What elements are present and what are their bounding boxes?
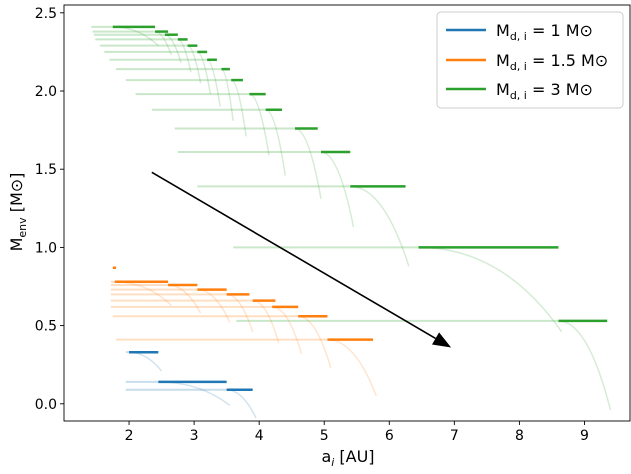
x-tick-label: 8 [515, 428, 524, 444]
arrow-head [432, 332, 452, 348]
x-tick-label: 4 [255, 428, 264, 444]
x-axis-label: ai [AU] [321, 447, 374, 469]
x-tick-label: 2 [125, 428, 134, 444]
plot-frame [63, 4, 631, 422]
legend-label-2: Md, i = 1.5 M⊙ [496, 51, 608, 73]
x-tick-label: 6 [385, 428, 394, 444]
y-axis-ticks: 0.0 0.5 1.0 1.5 2.0 2.5 [35, 6, 64, 413]
x-tick-label: 9 [580, 428, 589, 444]
x-axis-ticks: 2 3 4 5 6 7 8 9 [125, 421, 589, 444]
x-tick-label: 5 [320, 428, 329, 444]
y-axis-label: Menv [M⊙] [7, 173, 29, 252]
x-tick-label: 3 [190, 428, 199, 444]
x-tick-label: 7 [450, 428, 459, 444]
legend-label-1: Md, i = 1 M⊙ [496, 21, 593, 43]
y-tick-label: 0.0 [35, 397, 57, 413]
y-tick-label: 2.0 [35, 84, 57, 100]
y-tick-label: 2.5 [35, 6, 57, 22]
legend: Md, i = 1 M⊙ Md, i = 1.5 M⊙ Md, i = 3 M⊙ [436, 11, 624, 109]
data-tracks [91, 25, 612, 419]
legend-box [436, 11, 624, 109]
y-tick-label: 1.0 [35, 240, 57, 256]
y-tick-label: 1.5 [35, 162, 57, 178]
track-decline [418, 246, 563, 333]
y-tick-label: 0.5 [35, 319, 57, 335]
legend-label-3: Md, i = 3 M⊙ [496, 80, 593, 102]
trend-arrow [151, 171, 452, 348]
arrow-shaft [151, 171, 436, 340]
